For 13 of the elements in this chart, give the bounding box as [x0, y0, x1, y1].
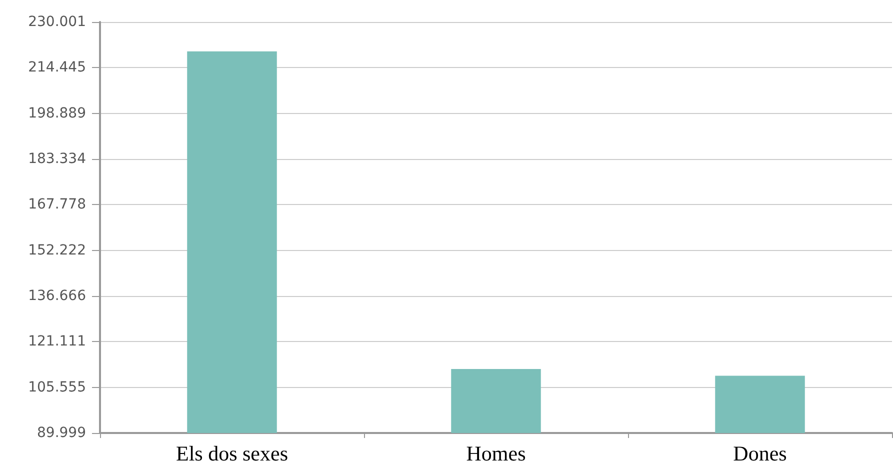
y-tick-label: 183.334: [28, 151, 86, 167]
y-tick-label: 136.666: [28, 288, 86, 304]
x-tick-label: Els dos sexes: [176, 442, 288, 466]
y-tick-label: 121.111: [28, 334, 86, 350]
y-tick-label: 214.445: [28, 60, 86, 76]
y-tick-label: 152.222: [28, 242, 86, 258]
y-tick-label: 167.778: [28, 196, 86, 213]
x-tick-label: Dones: [733, 442, 787, 466]
x-tick-label: Homes: [466, 442, 526, 466]
y-tick-label: 105.555: [28, 379, 86, 396]
y-tick-label: 89.999: [37, 425, 86, 441]
y-tick-label: 198.889: [28, 105, 86, 122]
y-tick-label: 230.001: [28, 14, 86, 30]
